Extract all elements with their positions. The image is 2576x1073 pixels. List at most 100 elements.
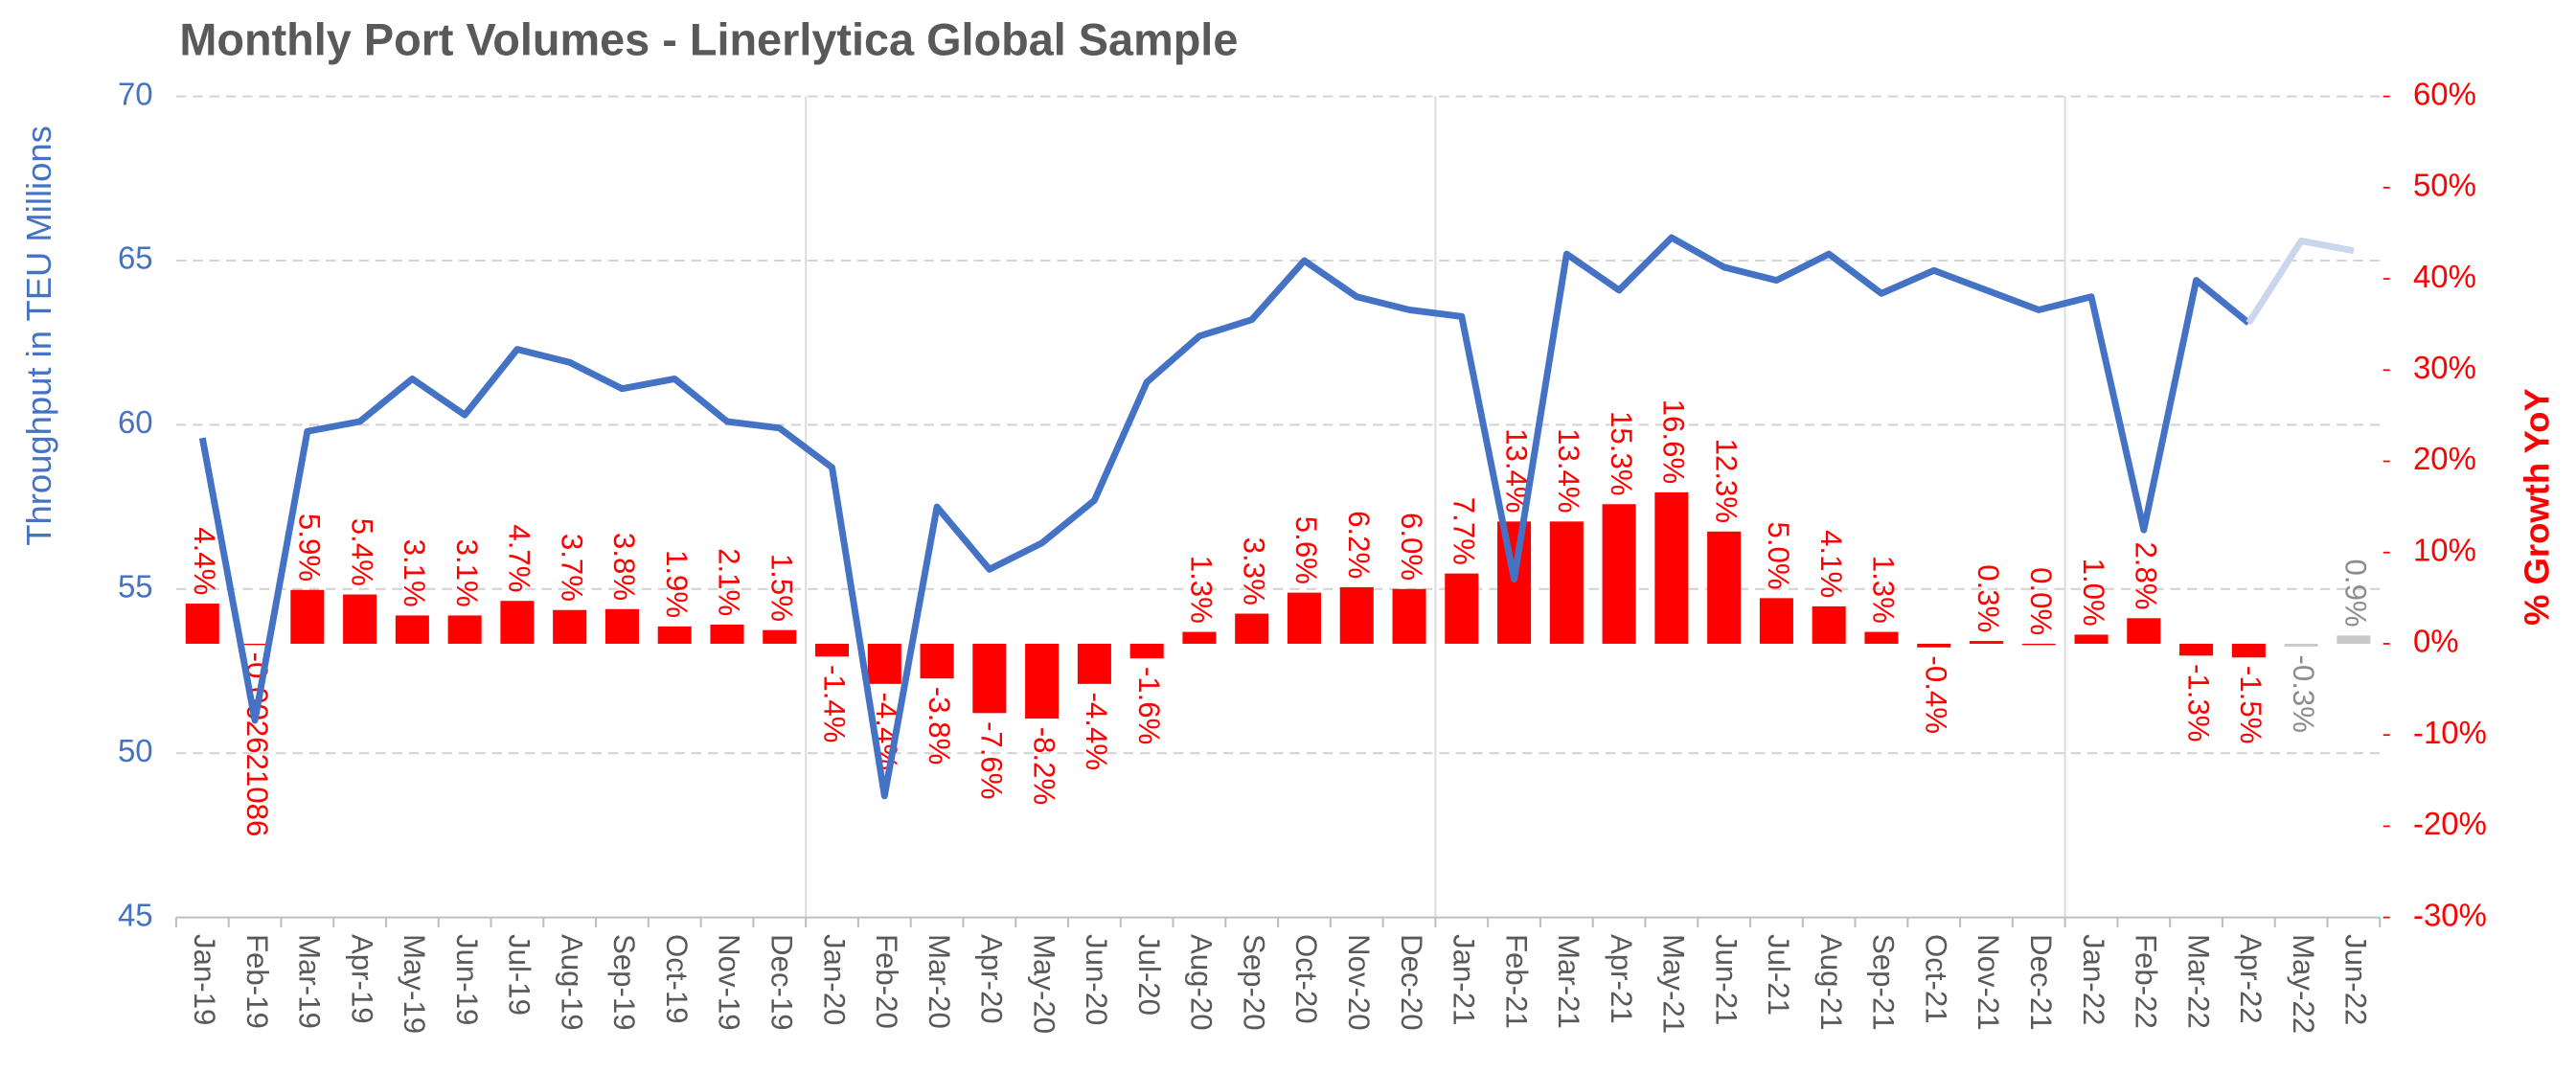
bar <box>395 615 429 644</box>
x-tick-label: Aug-20 <box>1185 934 1219 1031</box>
data-label: 5.4% <box>345 518 378 586</box>
x-tick-label: Apr-20 <box>975 934 1009 1024</box>
data-label: 2.1% <box>713 548 746 616</box>
bar <box>867 643 901 684</box>
data-label: 2.8% <box>2130 541 2163 609</box>
data-label: 15.3% <box>1605 411 1638 496</box>
bar <box>1812 605 1846 644</box>
x-tick-label: Oct-21 <box>1919 934 1952 1024</box>
data-label: -1.6% <box>1132 667 1166 745</box>
y2-axis-title: % Growth YoY <box>2517 388 2556 626</box>
line <box>2245 237 2355 326</box>
data-label: -1.5% <box>2234 666 2268 744</box>
data-label: 1.5% <box>765 554 799 622</box>
bar <box>1182 631 1217 644</box>
bar <box>290 589 325 644</box>
x-tick-label: Feb-20 <box>870 934 903 1029</box>
bar <box>1129 643 1164 659</box>
data-label: 6.0% <box>1395 513 1428 581</box>
data-label: 0.3% <box>1972 564 2005 632</box>
data-label: -8.2% <box>1027 727 1060 806</box>
bar <box>553 609 587 644</box>
x-tick-label: Jan-22 <box>2077 934 2110 1025</box>
x-tick-label: Sep-21 <box>1867 934 1901 1031</box>
bar <box>1654 491 1689 644</box>
x-tick-label: Mar-20 <box>923 934 956 1029</box>
x-tick-label: Jul-20 <box>1132 934 1166 1016</box>
y-tick-label: 65 <box>118 240 153 276</box>
bar <box>1549 521 1584 644</box>
data-label: -0.3% <box>2287 654 2320 733</box>
y2-tick-label: 0% <box>2413 624 2459 659</box>
x-tick-label: Oct-19 <box>660 934 694 1024</box>
y2-tick-label: -20% <box>2413 806 2487 841</box>
x-tick-label: Nov-19 <box>713 934 746 1031</box>
bar <box>972 643 1007 714</box>
x-tick-label: Dec-21 <box>2024 934 2058 1031</box>
x-tick-label: Nov-20 <box>1342 934 1376 1031</box>
bar <box>2179 643 2214 656</box>
bar <box>763 629 797 644</box>
data-label: 1.3% <box>1867 556 1901 624</box>
data-label: 3.8% <box>607 533 641 601</box>
bar <box>1917 643 1951 648</box>
x-tick-label: May-21 <box>1657 934 1691 1034</box>
data-label: -0.4% <box>1919 655 1952 734</box>
y2-tick-label: 30% <box>2413 350 2476 385</box>
data-label: 12.3% <box>1709 439 1743 524</box>
bar <box>185 604 219 644</box>
bar <box>1497 521 1532 644</box>
y2-tick-label: -30% <box>2413 897 2487 932</box>
bar <box>2021 643 2056 646</box>
data-label: 1.3% <box>1185 556 1219 624</box>
data-label: 4.7% <box>503 524 536 592</box>
bar <box>1235 613 1269 644</box>
bar <box>1707 531 1742 644</box>
bar <box>1969 641 2004 644</box>
bar <box>1392 588 1426 644</box>
bar <box>1445 573 1479 644</box>
bar <box>2284 643 2318 647</box>
bar <box>2231 643 2266 658</box>
data-label: -7.6% <box>975 721 1009 800</box>
data-label: 5.0% <box>1762 521 1795 589</box>
x-tick-label: Sep-19 <box>607 934 641 1031</box>
data-label: 13.4% <box>1552 428 1585 514</box>
y-tick-label: 50 <box>118 733 153 768</box>
bar <box>815 643 850 657</box>
bar <box>343 594 377 644</box>
data-label: 16.6% <box>1657 400 1691 485</box>
bar <box>604 608 639 644</box>
y2-tick-label: -10% <box>2413 715 2487 750</box>
x-tick-label: Aug-19 <box>555 934 588 1031</box>
x-tick-label: Jul-19 <box>503 934 536 1016</box>
data-label: 1.9% <box>660 550 694 618</box>
data-label: 3.7% <box>555 534 588 602</box>
bar <box>2074 634 2109 644</box>
data-label: 1.0% <box>2077 559 2110 627</box>
x-tick-label: May-20 <box>1027 934 1060 1034</box>
y-axis-title: Throughput in TEU Millions <box>19 126 58 546</box>
bar <box>1864 631 1899 644</box>
x-tick-label: Feb-21 <box>1499 934 1533 1029</box>
data-label: 3.1% <box>398 539 431 607</box>
bar <box>1025 643 1060 719</box>
x-tick-label: Dec-19 <box>765 934 799 1031</box>
x-tick-label: Apr-21 <box>1605 934 1638 1024</box>
data-label: 3.3% <box>1237 537 1270 605</box>
bar <box>1759 598 1793 644</box>
line <box>198 234 2251 800</box>
bar <box>500 601 535 644</box>
data-label: 6.2% <box>1342 511 1376 579</box>
data-label: 4.1% <box>1814 530 1848 598</box>
bar <box>657 626 692 644</box>
bar <box>1287 592 1322 644</box>
bar <box>2337 635 2371 644</box>
x-tick-label: Feb-22 <box>2130 934 2163 1029</box>
bar <box>710 624 744 644</box>
data-label: 4.4% <box>188 527 221 595</box>
data-label: 0.9% <box>2339 559 2373 628</box>
bar <box>920 643 954 679</box>
x-tick-label: Dec-20 <box>1395 934 1428 1031</box>
